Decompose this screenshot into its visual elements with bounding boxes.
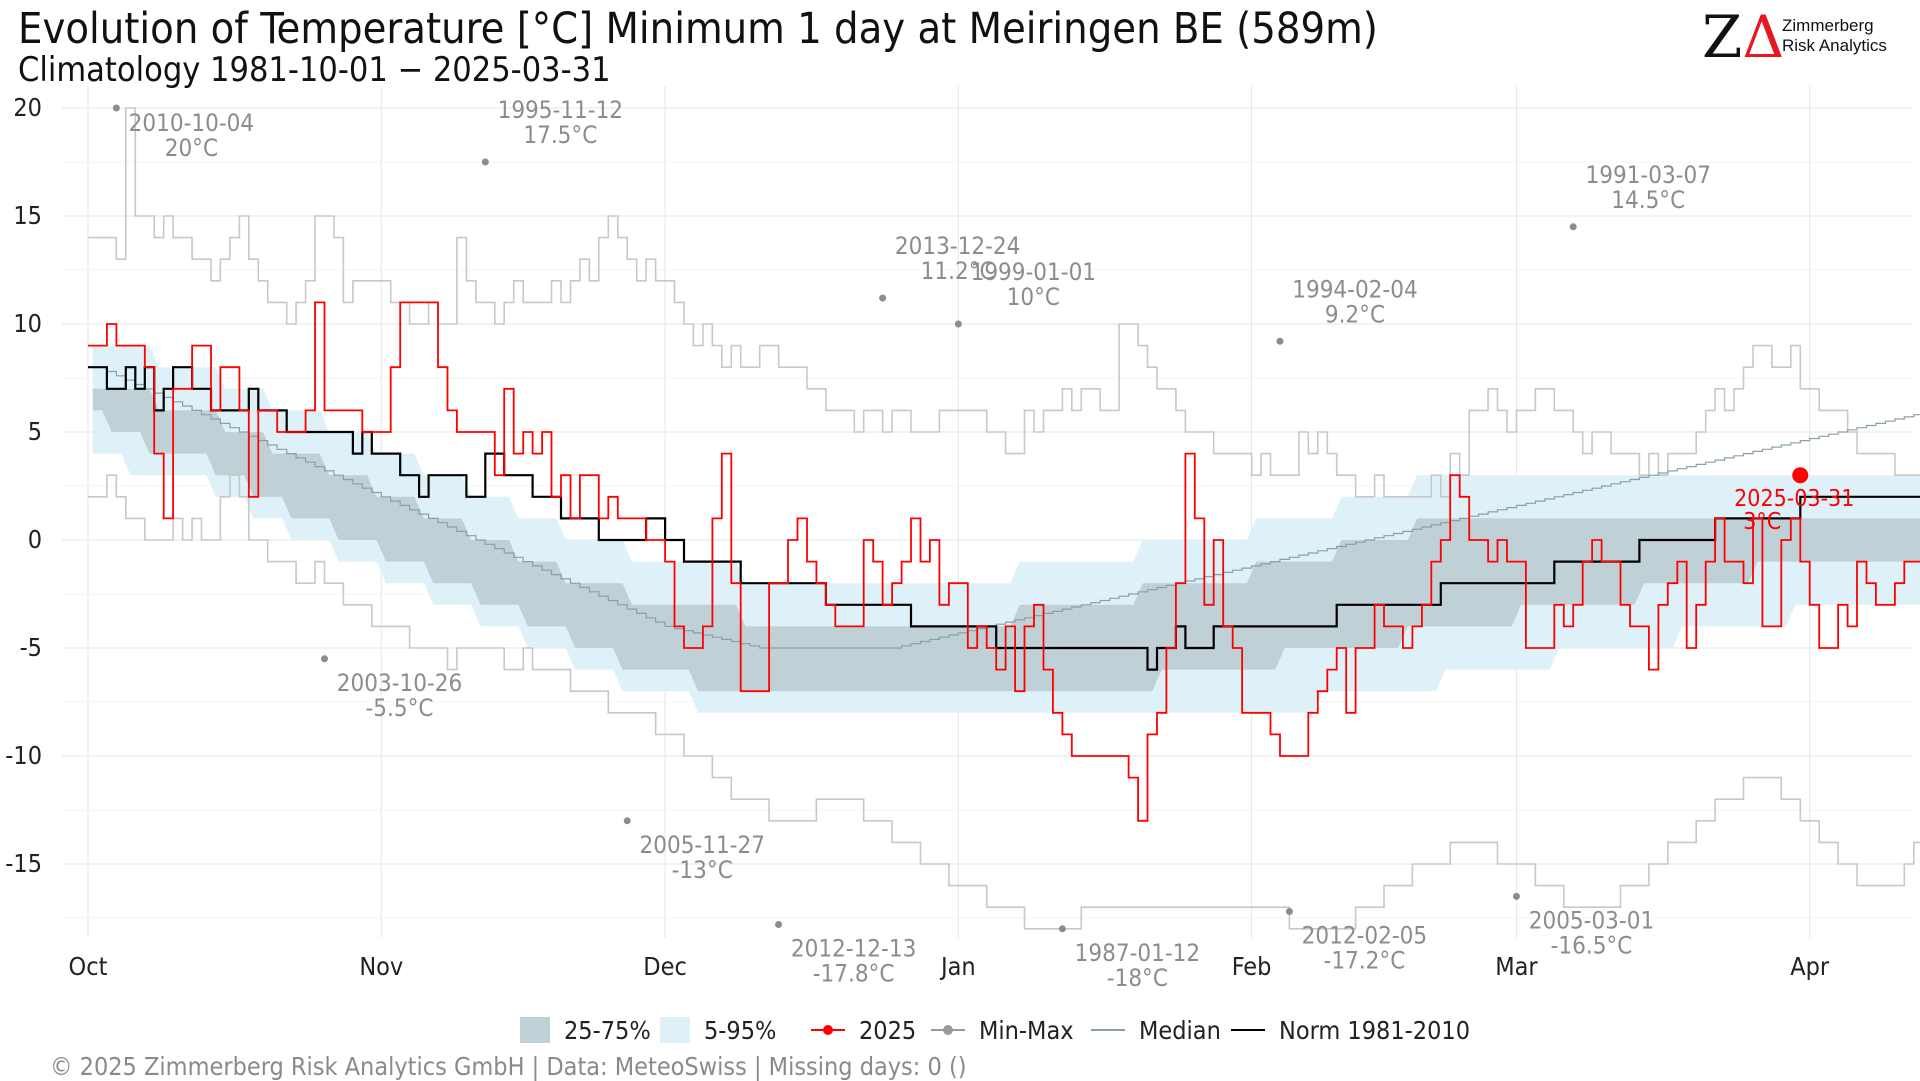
min-point <box>1285 908 1293 916</box>
current-value-label: 3°C <box>1743 509 1781 535</box>
legend-label: Min-Max <box>979 1016 1074 1045</box>
y-tick-label: -5 <box>20 633 42 662</box>
legend-swatch <box>520 1017 550 1043</box>
min-value-label: -16.5°C <box>1551 931 1633 959</box>
min-point <box>623 817 631 825</box>
min-point <box>775 920 783 928</box>
y-tick-label: 0 <box>28 525 42 554</box>
extreme-points <box>112 104 1809 933</box>
max-date-label: 2010-10-04 <box>129 109 254 137</box>
legend-label: 5-95% <box>704 1016 776 1045</box>
y-tick-label: -10 <box>5 741 42 770</box>
series-min-line <box>88 474 1920 930</box>
min-value-label: -5.5°C <box>366 694 434 722</box>
min-date-label: 2005-03-01 <box>1529 906 1654 934</box>
legend: 25-75% 5-95% 2025 Min-Max Median Norm 1981-20… <box>520 1016 1470 1045</box>
series-max-line <box>88 107 1920 498</box>
y-tick-label: -15 <box>5 849 42 878</box>
x-tick-label: Jan <box>939 952 976 981</box>
y-tick-label: 10 <box>13 309 42 338</box>
min-value-label: -17.2°C <box>1324 947 1406 975</box>
max-date-label: 1991-03-07 <box>1585 161 1710 189</box>
logo-line2: Risk Analytics <box>1782 36 1887 55</box>
current-date-label: 2025-03-31 <box>1734 486 1854 512</box>
min-value-label: -13°C <box>672 856 733 884</box>
brand-logo: ZΔ Zimmerberg Risk Analytics <box>1702 6 1912 68</box>
legend-label: Median <box>1139 1016 1221 1045</box>
min-date-label: 2003-10-26 <box>337 669 462 697</box>
current-point <box>1792 467 1809 484</box>
x-tick-label: Nov <box>359 952 403 981</box>
min-point <box>1512 892 1520 900</box>
y-tick-label: 5 <box>28 417 42 446</box>
max-point <box>112 104 120 112</box>
max-point <box>954 320 962 328</box>
x-tick-label: Mar <box>1495 952 1538 981</box>
legend-swatch <box>660 1017 690 1043</box>
max-value-label: 11.2°C <box>921 257 995 285</box>
logo-mark: ZΔ <box>1702 6 1784 68</box>
max-value-label: 17.5°C <box>523 121 597 149</box>
legend-point <box>943 1025 953 1035</box>
percentile-bands <box>92 345 1920 713</box>
band-25-75 <box>92 388 1920 692</box>
legend-item: 25-75% <box>520 1016 651 1045</box>
series-2025-line <box>88 301 1920 822</box>
x-tick-label: Feb <box>1232 952 1272 981</box>
max-point <box>879 294 887 302</box>
y-tick-label: 20 <box>13 93 42 122</box>
logo-z: Z <box>1702 3 1743 71</box>
footer-credit: © 2025 Zimmerberg Risk Analytics GmbH | … <box>50 1052 967 1081</box>
min-date-label: 2005-11-27 <box>639 831 764 859</box>
series-median-line <box>88 366 1920 649</box>
logo-line1: Zimmerberg <box>1782 16 1874 35</box>
legend-item: 2025 <box>811 1016 916 1045</box>
legend-item: 5-95% <box>660 1016 776 1045</box>
chart-title: Evolution of Temperature [°C] Minimum 1 … <box>18 4 1378 54</box>
max-value-label: 10°C <box>1007 283 1060 311</box>
max-point <box>481 158 489 166</box>
min-point <box>1058 925 1066 933</box>
x-tick-label: Apr <box>1790 952 1830 981</box>
chart-subtitle: Climatology 1981-10-01 − 2025-03-31 <box>18 50 611 90</box>
min-point <box>321 655 328 663</box>
legend-point <box>823 1025 833 1035</box>
series-lines <box>88 107 1920 930</box>
logo-delta: Δ <box>1742 3 1785 71</box>
y-tick-label: 15 <box>13 201 42 230</box>
legend-label: Norm 1981-2010 <box>1279 1016 1470 1045</box>
axis-labels: 20 15 10 5 0 -5 -10 -15 Oct Nov Dec Jan Feb Mar Apr <box>5 93 1830 981</box>
x-tick-label: Oct <box>69 952 108 981</box>
max-date-label: 1995-11-12 <box>498 96 623 124</box>
max-point <box>1569 223 1577 231</box>
max-value-label: 20°C <box>165 134 218 162</box>
max-date-label: 2013-12-24 <box>895 232 1020 260</box>
max-value-label: 9.2°C <box>1325 300 1385 328</box>
min-value-label: -17.8°C <box>813 959 895 987</box>
min-date-label: 1987-01-12 <box>1075 939 1200 967</box>
series-norm-line <box>88 366 1920 671</box>
legend-item: Norm 1981-2010 <box>1231 1016 1470 1045</box>
max-point <box>1276 337 1284 345</box>
min-date-label: 2012-02-05 <box>1302 922 1427 950</box>
max-date-label: 1999-01-01 <box>971 258 1096 286</box>
min-value-label: -18°C <box>1107 964 1168 992</box>
legend-label: 2025 <box>859 1016 916 1045</box>
min-date-label: 2012-12-13 <box>791 934 916 962</box>
max-date-label: 1994-02-04 <box>1292 275 1417 303</box>
legend-item: Min-Max <box>931 1016 1074 1045</box>
x-tick-label: Dec <box>643 952 687 981</box>
logo-text: Zimmerberg Risk Analytics <box>1782 16 1887 56</box>
legend-item: Median <box>1091 1016 1221 1045</box>
max-value-label: 14.5°C <box>1611 186 1685 214</box>
legend-label: 25-75% <box>564 1016 651 1045</box>
